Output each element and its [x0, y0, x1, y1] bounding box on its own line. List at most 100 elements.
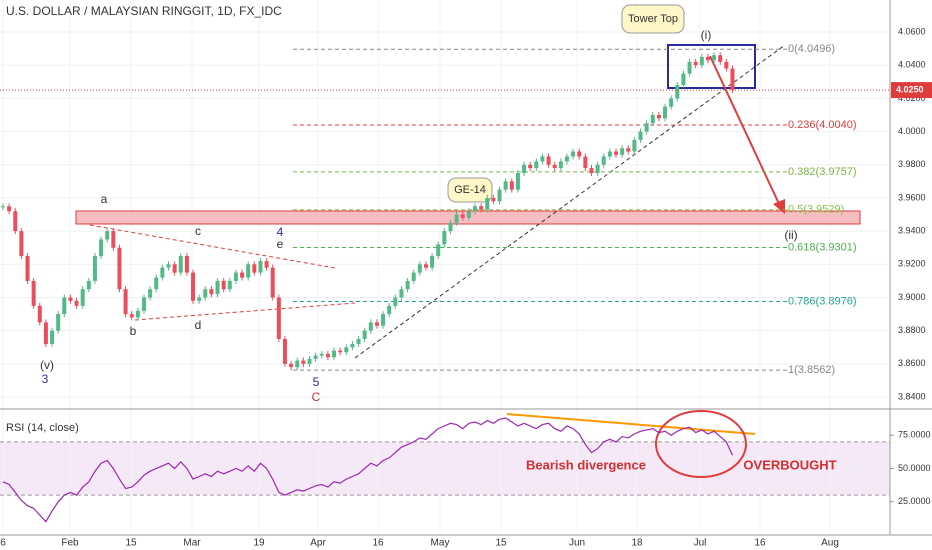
candle	[423, 264, 428, 268]
rsi-band	[0, 441, 890, 496]
annotation: Tower Top	[628, 13, 678, 25]
candle	[681, 73, 686, 86]
candle	[13, 211, 18, 232]
candle	[454, 214, 459, 223]
annotation: a	[101, 192, 108, 206]
rsi-trendline	[506, 413, 756, 435]
trendline	[354, 44, 786, 359]
candle	[184, 256, 189, 273]
candle	[240, 272, 245, 278]
candle	[332, 350, 337, 358]
candle	[7, 206, 12, 212]
rsi-line	[2, 417, 734, 523]
fib-label: 0.786(3.8976)	[788, 295, 857, 307]
candle	[601, 156, 606, 165]
candle	[325, 353, 330, 358]
candle	[705, 56, 710, 61]
candle	[638, 131, 643, 140]
candle	[276, 297, 281, 339]
annotation: GE-14	[454, 184, 486, 196]
arrow	[709, 55, 781, 207]
x-tick-label: Aug	[821, 538, 839, 549]
candle	[117, 247, 122, 290]
annotation: e	[277, 237, 284, 251]
annotation: c	[195, 224, 201, 238]
candle	[92, 256, 97, 281]
candle	[154, 277, 159, 290]
candle	[540, 156, 545, 162]
candle	[368, 322, 373, 331]
candle	[663, 106, 668, 119]
candle	[699, 56, 704, 66]
fib-label: 0.5(3.9529)	[788, 204, 844, 216]
last-price-label: 4.0250	[896, 84, 924, 94]
candle	[111, 231, 116, 248]
candle	[338, 350, 343, 353]
candle	[669, 98, 674, 107]
y-tick-label: 4.0400	[898, 60, 926, 70]
candle	[307, 358, 312, 364]
candle	[460, 214, 465, 218]
fib-label: 0.236(4.0040)	[788, 119, 857, 131]
candle	[730, 68, 735, 91]
annotation: 5	[313, 375, 320, 389]
y-tick-label: 4.0600	[898, 26, 926, 36]
candle	[491, 197, 496, 202]
candle	[399, 289, 404, 298]
x-tick-label: 16	[754, 538, 766, 549]
candle	[632, 139, 637, 152]
x-tick-label: Mar	[183, 538, 201, 549]
y-tick-label: 4.0000	[898, 126, 926, 136]
candle	[50, 330, 55, 344]
candle	[442, 231, 447, 245]
candle	[405, 280, 410, 290]
candle	[656, 114, 661, 119]
annotation: OVERBOUGHT	[743, 457, 836, 472]
arrow-head	[773, 199, 785, 214]
candle	[571, 151, 576, 157]
x-tick-label: 15	[125, 538, 137, 549]
x-tick-label: 15	[495, 538, 507, 549]
candle	[80, 289, 85, 306]
candle	[129, 314, 134, 318]
candle	[583, 156, 588, 169]
candle	[295, 360, 300, 368]
candle	[497, 189, 502, 202]
y-tick-label: 3.9800	[898, 159, 926, 169]
annotation: b	[130, 324, 137, 338]
y-tick-label: 3.9400	[898, 226, 926, 236]
candle	[381, 314, 386, 326]
candle	[712, 55, 717, 61]
x-tick-label: Apr	[310, 538, 326, 549]
top-box	[667, 44, 756, 89]
candle	[62, 297, 67, 315]
y-tick-label: 3.9000	[898, 292, 926, 302]
rsi-tick-label: 50.0000	[898, 463, 931, 473]
candle	[313, 355, 318, 359]
y-tick-label: 3.9200	[898, 259, 926, 269]
candle	[252, 264, 257, 273]
y-tick-label: 3.8600	[898, 358, 926, 368]
annotation: Bearish divergence	[526, 457, 646, 472]
candle	[19, 231, 24, 257]
circle	[655, 410, 747, 478]
annotation: C	[312, 390, 321, 404]
fib-label: 0.618(3.9301)	[788, 241, 857, 253]
candle	[135, 310, 140, 318]
candle	[350, 343, 355, 348]
candle	[289, 363, 294, 368]
candle	[215, 280, 220, 295]
candle	[614, 151, 618, 155]
candle	[724, 61, 729, 69]
candle	[356, 338, 361, 344]
candle	[105, 231, 110, 240]
candle	[479, 206, 484, 210]
candle	[270, 267, 275, 298]
candle	[509, 181, 514, 190]
candle	[99, 239, 104, 257]
candle	[546, 156, 551, 165]
candle	[25, 256, 30, 281]
candle	[1, 206, 5, 208]
